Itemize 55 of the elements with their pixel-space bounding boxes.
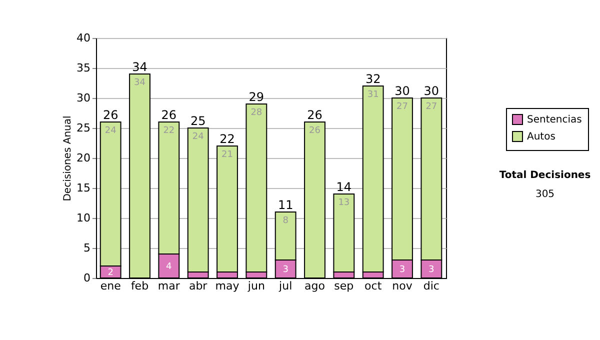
y-tick-label: 20 — [76, 152, 90, 164]
x-tick-label: oct — [364, 280, 382, 292]
data-label: 31 — [367, 90, 379, 100]
text: Total Decisiones — [498, 170, 592, 181]
x-tick-label: sep — [334, 280, 354, 292]
total-label: 29 — [248, 90, 264, 104]
data-label: 3 — [428, 265, 434, 275]
total-label: 14 — [336, 180, 352, 194]
y-tick-label: 35 — [76, 62, 90, 74]
x-tick-label: dic — [423, 280, 440, 292]
x-tick-label: ene — [100, 280, 122, 292]
legend-label: Sentencias — [527, 114, 582, 126]
y-tick-label: 15 — [76, 182, 90, 194]
data-label: 24 — [104, 126, 117, 136]
total-label: 22 — [220, 132, 235, 146]
x-tick-label: mar — [158, 280, 180, 292]
total-label: 11 — [278, 198, 294, 212]
y-tick-label: 25 — [76, 122, 90, 134]
y-tick-label: 0 — [84, 272, 90, 284]
data-label: 26 — [309, 126, 321, 136]
y-tick-label: 5 — [84, 242, 90, 254]
x-tick-label: abr — [188, 280, 208, 292]
y-tick-label: 40 — [76, 32, 90, 44]
text: 305 — [534, 189, 556, 200]
total-label: 26 — [102, 108, 118, 122]
data-label: 8 — [282, 216, 289, 226]
data-label: 4 — [166, 262, 172, 272]
total-label: 30 — [394, 84, 410, 98]
legend-label: Autos — [527, 132, 556, 142]
total-label: 26 — [307, 108, 322, 122]
data-label: 13 — [338, 198, 350, 208]
data-label: 27 — [396, 102, 408, 112]
x-tick-label: ago — [304, 280, 326, 292]
total-label: 32 — [365, 72, 381, 86]
total-label: 30 — [424, 84, 440, 98]
x-tick-label: jun — [246, 280, 265, 292]
x-tick-label: jul — [278, 280, 292, 292]
total-label: 34 — [132, 60, 148, 74]
x-tick-label: nov — [392, 280, 413, 292]
y-axis-title: Decisiones Anual — [62, 116, 74, 202]
data-label: 3 — [282, 265, 288, 275]
x-tick-label: feb — [130, 280, 149, 292]
data-label: 34 — [134, 78, 146, 88]
data-label: 2 — [108, 268, 114, 278]
data-label: 22 — [163, 126, 175, 136]
data-label: 21 — [222, 150, 233, 160]
x-tick-label: may — [215, 280, 240, 292]
y-tick-label: 30 — [76, 92, 90, 104]
data-label: 24 — [192, 132, 204, 142]
data-label: 27 — [426, 102, 438, 112]
total-label: 25 — [190, 114, 206, 128]
data-label: 3 — [399, 265, 406, 275]
data-label: 28 — [250, 108, 262, 118]
y-tick-label: 10 — [76, 212, 90, 224]
total-label: 26 — [161, 108, 177, 122]
